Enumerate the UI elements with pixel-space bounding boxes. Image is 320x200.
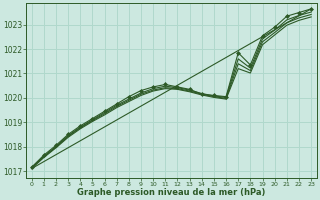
X-axis label: Graphe pression niveau de la mer (hPa): Graphe pression niveau de la mer (hPa) (77, 188, 266, 197)
